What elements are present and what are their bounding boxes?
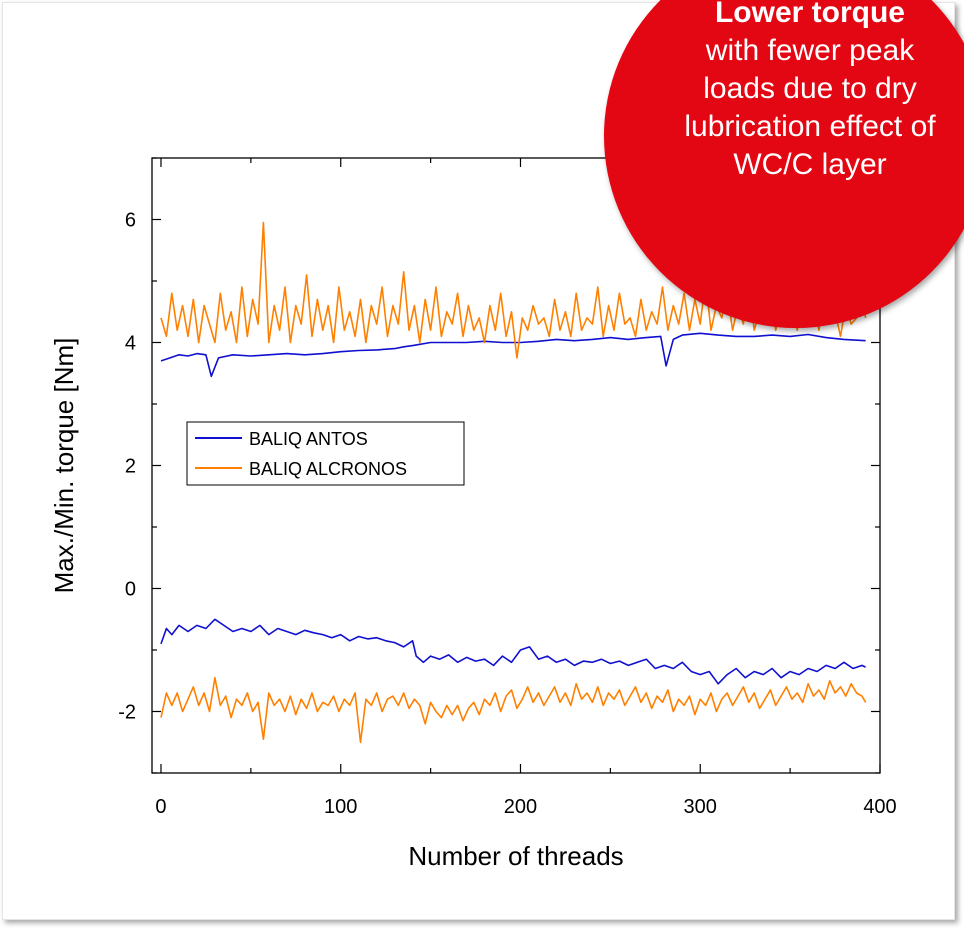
y-tick-label: 0	[125, 579, 136, 601]
legend-label-baliq-alcronos: BALIQ ALCRONOS	[249, 459, 407, 479]
callout-text: Lower torque with fewer peak loads due t…	[640, 0, 964, 184]
x-tick-label: 300	[684, 796, 717, 818]
series-line-baliq-antos-max	[160, 332, 866, 378]
legend-label-baliq-antos: BALIQ ANTOS	[249, 429, 368, 449]
series-line-baliq-alcronos-min	[160, 676, 867, 744]
y-tick-label: -2	[118, 702, 136, 724]
legend-box	[186, 421, 465, 486]
x-tick-label: 400	[863, 796, 896, 818]
torque-line-chart: 0 100 200 300 400 -2 0 2 4 6 Number of threads Ma…	[49, 157, 897, 871]
series-line-baliq-antos-min	[160, 618, 866, 685]
callout-body: with fewer peak loads due to dry lubrica…	[684, 34, 936, 181]
x-axis-label: Number of threads	[408, 841, 623, 871]
legend: BALIQ ANTOS BALIQ ALCRONOS	[186, 421, 465, 486]
y-axis-label: Max./Min. torque [Nm]	[49, 338, 79, 594]
x-tick-label: 0	[155, 796, 166, 818]
x-tick-label: 100	[324, 796, 357, 818]
callout-badge	[604, 0, 964, 328]
y-tick-label: 6	[125, 210, 136, 232]
y-tick-label: 2	[125, 456, 136, 478]
x-tick-label: 200	[504, 796, 537, 818]
y-tick-label: 4	[125, 333, 136, 355]
callout-headline: Lower torque	[714, 0, 905, 29]
